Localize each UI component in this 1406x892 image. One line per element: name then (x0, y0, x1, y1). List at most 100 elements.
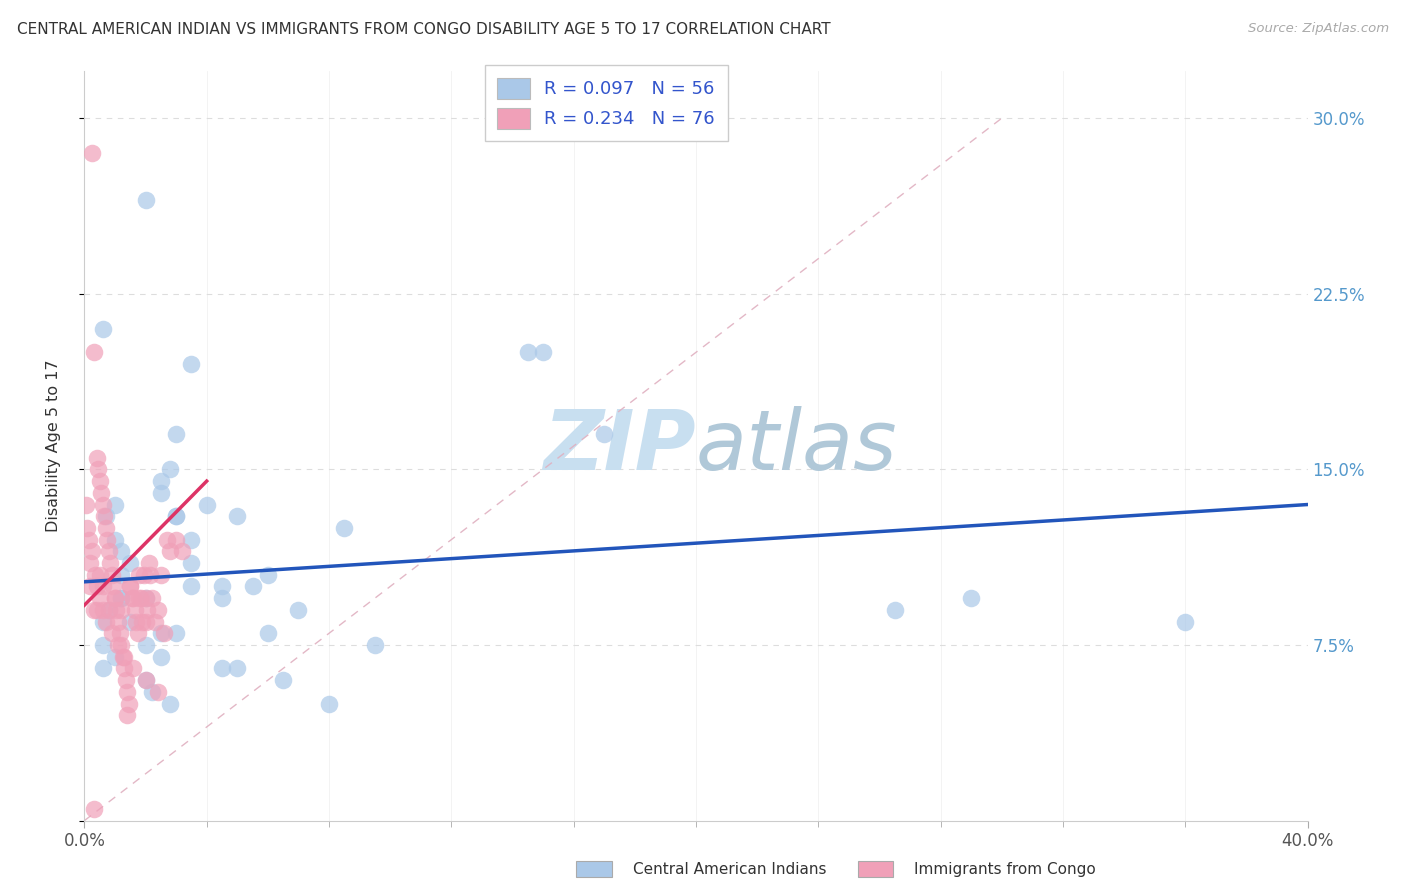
Point (141, 685, 163, 699)
Point (103, 580, 125, 594)
Point (79, 580, 101, 594)
Point (180, 556, 202, 570)
Point (318, 697, 340, 711)
Point (91, 615, 114, 629)
Text: ZIP: ZIP (543, 406, 696, 486)
Point (531, 345, 554, 359)
Point (129, 591, 152, 606)
Point (94, 615, 117, 629)
Point (91, 638, 114, 652)
Point (114, 673, 136, 688)
Point (122, 661, 145, 675)
Point (105, 603, 128, 617)
Point (135, 638, 157, 652)
Point (83, 603, 105, 617)
Point (146, 685, 169, 699)
Point (76, 521, 98, 535)
Point (80, 146, 103, 161)
Point (131, 615, 153, 629)
Point (101, 626, 124, 640)
Point (180, 533, 202, 547)
Text: CENTRAL AMERICAN INDIAN VS IMMIGRANTS FROM CONGO DISABILITY AGE 5 TO 17 CORRELAT: CENTRAL AMERICAN INDIAN VS IMMIGRANTS FR… (17, 22, 831, 37)
Text: Central American Indians: Central American Indians (633, 863, 827, 877)
Point (115, 708, 138, 723)
Point (165, 509, 187, 524)
Point (84, 567, 107, 582)
Point (97, 544, 120, 558)
Point (165, 509, 187, 524)
Point (120, 556, 142, 570)
Point (132, 567, 155, 582)
Point (120, 580, 142, 594)
Point (87, 462, 110, 476)
Point (226, 661, 249, 675)
Bar (858, 861, 893, 877)
Point (165, 427, 187, 442)
Point (146, 603, 169, 617)
Point (91, 661, 114, 675)
Point (80, 544, 103, 558)
Point (271, 673, 294, 688)
Text: atlas: atlas (696, 406, 897, 486)
Point (125, 615, 148, 629)
Point (110, 591, 132, 606)
Point (165, 626, 187, 640)
Point (149, 474, 172, 488)
Point (128, 567, 150, 582)
Point (75, 498, 97, 512)
Point (143, 615, 166, 629)
Point (135, 673, 157, 688)
Point (135, 591, 157, 606)
Point (120, 615, 142, 629)
Point (139, 567, 162, 582)
Point (89, 567, 111, 582)
Point (135, 673, 157, 688)
Y-axis label: Disability Age 5 to 17: Disability Age 5 to 17 (46, 359, 60, 533)
Point (136, 603, 159, 617)
Point (211, 661, 233, 675)
Point (593, 427, 616, 442)
Point (108, 626, 131, 640)
Point (159, 697, 181, 711)
Point (110, 603, 132, 617)
Point (83, 802, 105, 816)
Point (135, 193, 157, 207)
Point (149, 649, 172, 664)
Point (107, 615, 129, 629)
Point (135, 615, 157, 629)
Point (91, 322, 114, 336)
Point (159, 544, 181, 558)
Point (97, 603, 120, 617)
Point (149, 485, 172, 500)
Point (165, 533, 187, 547)
Point (141, 591, 163, 606)
Point (110, 544, 132, 558)
Point (90, 485, 112, 500)
Point (1358, 615, 1381, 629)
Point (211, 580, 233, 594)
Point (93, 509, 115, 524)
Point (156, 533, 179, 547)
Point (180, 357, 202, 371)
Point (180, 580, 202, 594)
Point (1174, 615, 1197, 629)
Point (86, 603, 108, 617)
Point (257, 567, 280, 582)
Point (211, 591, 233, 606)
Point (89, 591, 111, 606)
Point (128, 591, 150, 606)
Point (287, 603, 309, 617)
Point (110, 591, 132, 606)
Point (104, 533, 127, 547)
Point (124, 603, 146, 617)
Point (364, 638, 387, 652)
Text: Immigrants from Congo: Immigrants from Congo (914, 863, 1095, 877)
Point (77, 533, 100, 547)
Point (226, 509, 249, 524)
Point (960, 591, 983, 606)
Point (112, 649, 135, 664)
Point (159, 462, 181, 476)
Point (172, 544, 194, 558)
Point (89, 474, 111, 488)
Point (115, 685, 138, 699)
